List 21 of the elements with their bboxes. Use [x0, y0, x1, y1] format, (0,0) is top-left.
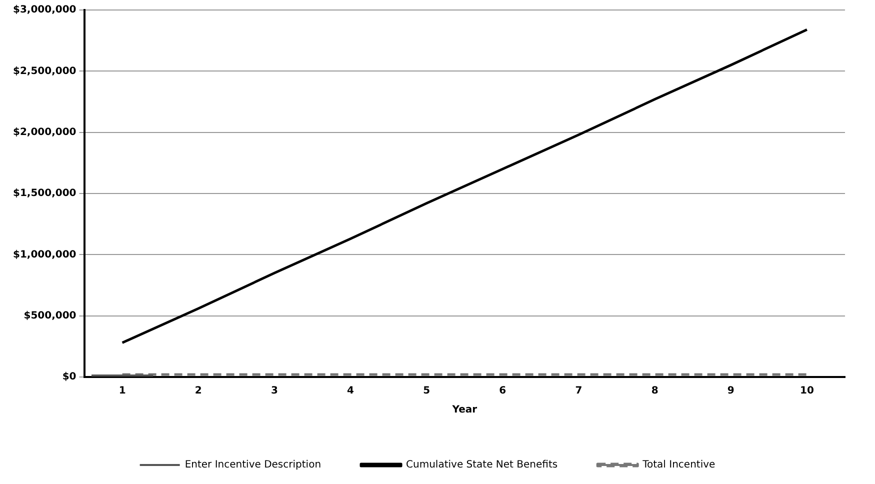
x-tick-label: 7 [575, 386, 582, 397]
legend-label: Enter Incentive Description [184, 460, 322, 471]
y-tick-label: $2,000,000 [12, 126, 76, 138]
x-axis-title: Year [451, 404, 478, 416]
legend-label: Cumulative State Net Benefits [406, 460, 558, 471]
x-tick-label: 9 [727, 386, 734, 397]
y-tick-label: $3,000,000 [12, 4, 76, 16]
x-tick-label: 2 [194, 386, 202, 397]
legend-label: Total Incentive [642, 460, 716, 471]
y-tick-label: $500,000 [24, 310, 76, 322]
x-tick-label: 3 [270, 386, 278, 397]
y-tick-label: $1,000,000 [12, 249, 76, 260]
y-tick-label: $2,500,000 [12, 66, 76, 77]
x-tick-label: 10 [800, 386, 814, 397]
x-tick-label: 6 [499, 386, 506, 397]
x-tick-label: 4 [347, 386, 354, 397]
y-tick-label: $1,500,000 [12, 188, 76, 200]
y-tick-label: $0 [62, 372, 76, 383]
x-tick-label: 8 [651, 386, 658, 397]
x-tick-label: 1 [118, 386, 126, 397]
x-tick-label: 5 [423, 386, 430, 397]
